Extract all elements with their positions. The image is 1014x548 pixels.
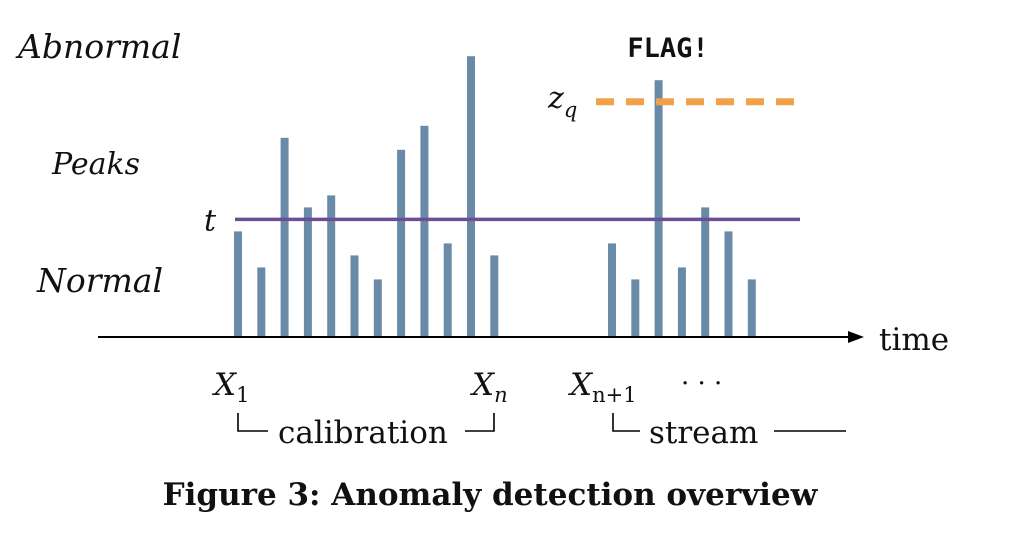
region-label-peaks: Peaks <box>51 147 140 182</box>
xn-label-main: X <box>470 367 496 403</box>
stream-bar-5 <box>701 207 710 337</box>
calibration-bar-7 <box>373 279 382 337</box>
calibration-bracket-left <box>237 413 268 432</box>
xn1-label-main: X <box>568 367 594 403</box>
calibration-bar-6 <box>350 255 359 337</box>
calibration-bar-4 <box>303 207 312 337</box>
flag-label: FLAG! <box>627 33 708 64</box>
xn-label: Xn <box>470 367 508 407</box>
stream-bar-2 <box>631 279 640 337</box>
calibration-bar-9 <box>420 125 429 337</box>
quantile-label: zq <box>547 81 577 122</box>
stream-label: stream <box>649 415 758 451</box>
region-label-normal: Normal <box>36 261 163 300</box>
xn1-label: Xn+1 <box>568 367 637 407</box>
stream-bars <box>608 80 756 337</box>
xn-label-subscript: n <box>494 383 508 407</box>
calibration-bar-5 <box>327 195 336 337</box>
region-label-abnormal: Abnormal <box>15 27 181 66</box>
calibration-bar-3 <box>280 137 289 337</box>
xn1-label-subscript: n+1 <box>592 383 636 407</box>
calibration-bar-12 <box>490 255 499 337</box>
stream-bar-4 <box>677 267 686 337</box>
calibration-bracket-right <box>465 413 495 432</box>
stream-ellipsis: · · · <box>681 369 722 399</box>
stream-bar-3 <box>654 80 663 337</box>
calibration-label: calibration <box>278 415 448 451</box>
threshold-label: t <box>204 203 217 238</box>
calibration-bar-1 <box>234 231 242 337</box>
x1-label-subscript: 1 <box>236 383 249 407</box>
quantile-label-subscript: q <box>564 98 577 122</box>
stream-bracket-left <box>612 413 640 432</box>
stream-bar-6 <box>724 231 733 337</box>
time-axis-label: time <box>879 322 949 358</box>
stream-bar-1 <box>608 243 616 337</box>
quantile-label-main: z <box>547 81 564 116</box>
time-axis-arrow-icon <box>848 331 864 343</box>
figure-caption: Figure 3: Anomaly detection overview <box>163 477 819 513</box>
x1-label: X1 <box>212 367 249 407</box>
calibration-bar-8 <box>397 149 406 337</box>
calibration-bar-10 <box>443 243 452 337</box>
calibration-bar-11 <box>467 56 475 337</box>
calibration-bar-2 <box>257 267 266 337</box>
stream-bar-7 <box>747 279 756 337</box>
calibration-bars <box>234 56 499 337</box>
x1-label-main: X <box>212 367 238 403</box>
